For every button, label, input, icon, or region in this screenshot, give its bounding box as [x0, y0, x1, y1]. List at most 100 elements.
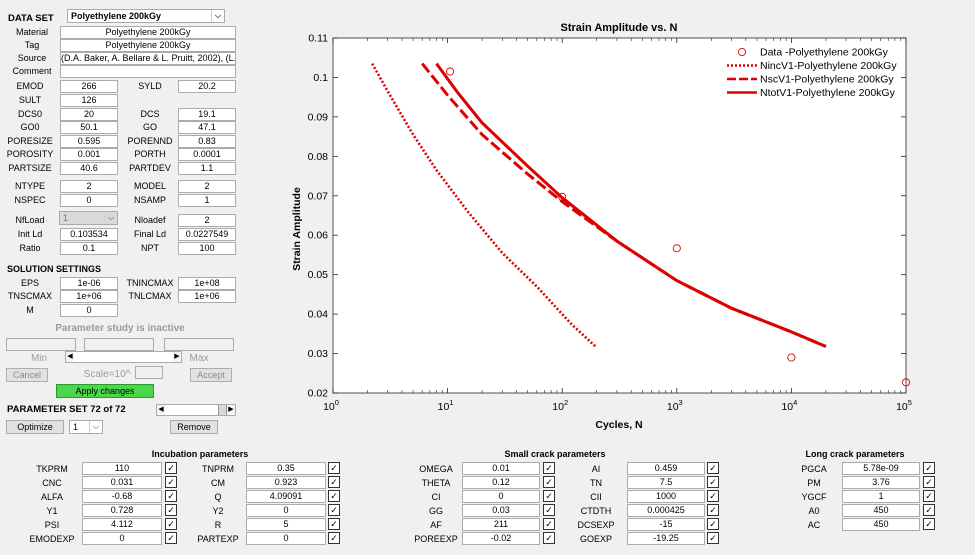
goexp-field[interactable]: -19.25 [627, 532, 705, 545]
omega-field[interactable]: 0.01 [462, 462, 540, 475]
y2-field[interactable]: 0 [246, 504, 326, 517]
chevron-right-icon[interactable]: ▶ [227, 405, 235, 415]
emodexp-field[interactable]: 0 [82, 532, 162, 545]
ai-field[interactable]: 0.459 [627, 462, 705, 475]
poreexp-field[interactable]: -0.02 [462, 532, 540, 545]
model-field[interactable]: 2 [178, 180, 236, 193]
sult-field[interactable]: 126 [60, 94, 118, 107]
chevron-down-icon[interactable]: ⌵ [211, 10, 224, 22]
chevron-left-icon[interactable]: ◀ [66, 352, 74, 362]
emodexp-checkbox[interactable]: ✓ [165, 532, 177, 544]
psi-field[interactable]: 4.112 [82, 518, 162, 531]
parameter-set-slider[interactable]: ◀ ▶ [156, 404, 236, 416]
pm-checkbox[interactable]: ✓ [923, 476, 935, 488]
finalld-field[interactable]: 0.0227549 [178, 228, 236, 241]
optimize-button[interactable]: Optimize [6, 420, 64, 434]
ci-field[interactable]: 0 [462, 490, 540, 503]
pgca-checkbox[interactable]: ✓ [923, 462, 935, 474]
partsize-field[interactable]: 40.6 [60, 162, 118, 175]
cancel-button[interactable]: Cancel [6, 368, 48, 382]
af-field[interactable]: 211 [462, 518, 540, 531]
ygcf-checkbox[interactable]: ✓ [923, 490, 935, 502]
nsamp-field[interactable]: 1 [178, 194, 236, 207]
r-field[interactable]: 5 [246, 518, 326, 531]
cm-checkbox[interactable]: ✓ [328, 476, 340, 488]
syld-field[interactable]: 20.2 [178, 80, 236, 93]
gg-field[interactable]: 0.03 [462, 504, 540, 517]
a0-checkbox[interactable]: ✓ [923, 504, 935, 516]
chevron-down-icon[interactable]: ⌵ [104, 212, 117, 224]
dataset-select[interactable]: Polyethylene 200kGy ⌵ [67, 9, 225, 23]
comment-field[interactable] [60, 65, 236, 78]
tnprm-field[interactable]: 0.35 [246, 462, 326, 475]
r-checkbox[interactable]: ✓ [328, 518, 340, 530]
chevron-left-icon[interactable]: ◀ [157, 405, 165, 415]
a0-field[interactable]: 450 [842, 504, 920, 517]
ac-field[interactable]: 450 [842, 518, 920, 531]
porosity-field[interactable]: 0.001 [60, 148, 118, 161]
tn-field[interactable]: 7.5 [627, 476, 705, 489]
porth-field[interactable]: 0.0001 [178, 148, 236, 161]
poreexp-checkbox[interactable]: ✓ [543, 532, 555, 544]
ctdth-checkbox[interactable]: ✓ [707, 504, 719, 516]
dcs0-field[interactable]: 20 [60, 108, 118, 121]
tnscmax-field[interactable]: 1e+06 [60, 290, 118, 303]
tkprm-field[interactable]: 110 [82, 462, 162, 475]
cii-field[interactable]: 1000 [627, 490, 705, 503]
partexp-field[interactable]: 0 [246, 532, 326, 545]
alfa-field[interactable]: -0.68 [82, 490, 162, 503]
gg-checkbox[interactable]: ✓ [543, 504, 555, 516]
emod-field[interactable]: 266 [60, 80, 118, 93]
chevron-right-icon[interactable]: ▶ [173, 352, 181, 362]
tkprm-checkbox[interactable]: ✓ [165, 462, 177, 474]
ctdth-field[interactable]: 0.000425 [627, 504, 705, 517]
porennd-field[interactable]: 0.83 [178, 135, 236, 148]
accept-button[interactable]: Accept [190, 368, 232, 382]
go0-field[interactable]: 50.1 [60, 121, 118, 134]
cm-field[interactable]: 0.923 [246, 476, 326, 489]
scale-field[interactable] [135, 366, 163, 379]
nloadef-field[interactable]: 2 [178, 214, 236, 227]
remove-button[interactable]: Remove [170, 420, 218, 434]
material-field[interactable]: Polyethylene 200kGy [60, 26, 236, 39]
chevron-down-icon[interactable]: ⌵ [89, 421, 102, 433]
tnprm-checkbox[interactable]: ✓ [328, 462, 340, 474]
ai-checkbox[interactable]: ✓ [707, 462, 719, 474]
cii-checkbox[interactable]: ✓ [707, 490, 719, 502]
theta-checkbox[interactable]: ✓ [543, 476, 555, 488]
q-field[interactable]: 4.09091 [246, 490, 326, 503]
alfa-checkbox[interactable]: ✓ [165, 490, 177, 502]
cnc-checkbox[interactable]: ✓ [165, 476, 177, 488]
ci-checkbox[interactable]: ✓ [543, 490, 555, 502]
q-checkbox[interactable]: ✓ [328, 490, 340, 502]
go-field[interactable]: 47.1 [178, 121, 236, 134]
af-checkbox[interactable]: ✓ [543, 518, 555, 530]
nspec-field[interactable]: 0 [60, 194, 118, 207]
ntype-field[interactable]: 2 [60, 180, 118, 193]
cnc-field[interactable]: 0.031 [82, 476, 162, 489]
slider-thumb[interactable] [218, 405, 227, 415]
dcsexp-field[interactable]: -15 [627, 518, 705, 531]
y1-checkbox[interactable]: ✓ [165, 504, 177, 516]
theta-field[interactable]: 0.12 [462, 476, 540, 489]
tn-checkbox[interactable]: ✓ [707, 476, 719, 488]
source-field[interactable]: (D.A. Baker, A. Bellare & L. Pruitt, 200… [60, 52, 236, 65]
poresize-field[interactable]: 0.595 [60, 135, 118, 148]
pm-field[interactable]: 3.76 [842, 476, 920, 489]
partdev-field[interactable]: 1.1 [178, 162, 236, 175]
initld-field[interactable]: 0.103534 [60, 228, 118, 241]
m-field[interactable]: 0 [60, 304, 118, 317]
optimize-select[interactable]: 1 ⌵ [69, 420, 103, 434]
tnlcmax-field[interactable]: 1e+06 [178, 290, 236, 303]
eps-field[interactable]: 1e-06 [60, 277, 118, 290]
partexp-checkbox[interactable]: ✓ [328, 532, 340, 544]
pgca-field[interactable]: 5.78e-09 [842, 462, 920, 475]
goexp-checkbox[interactable]: ✓ [707, 532, 719, 544]
param-study-field-2[interactable] [84, 338, 154, 351]
dcsexp-checkbox[interactable]: ✓ [707, 518, 719, 530]
ratio-field[interactable]: 0.1 [60, 242, 118, 255]
param-study-field-3[interactable] [164, 338, 234, 351]
param-study-slider[interactable]: ◀ ▶ [65, 351, 182, 363]
npt-field[interactable]: 100 [178, 242, 236, 255]
y1-field[interactable]: 0.728 [82, 504, 162, 517]
